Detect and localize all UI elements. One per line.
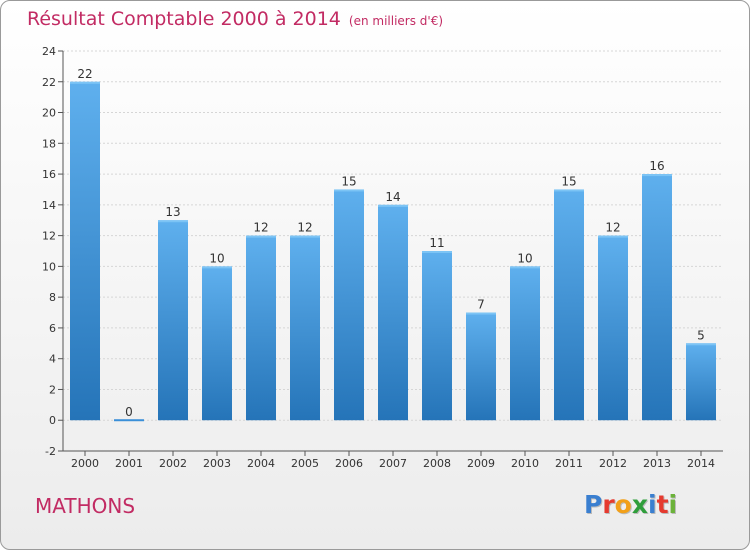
axes: [58, 50, 723, 456]
bar-highlight: [158, 220, 188, 223]
y-tick-label: 0: [49, 414, 56, 427]
bar-highlight: [246, 235, 276, 238]
x-tick-label: 2014: [687, 457, 715, 470]
bar-highlight: [466, 312, 496, 315]
x-tick-label: 2002: [159, 457, 187, 470]
bar: [422, 251, 452, 421]
labels: -202468101214161820222420002220010200213…: [42, 45, 715, 470]
logo-letter: t: [656, 490, 669, 519]
commune-name: MATHONS: [35, 494, 136, 518]
bar: [246, 235, 276, 421]
bar-highlight: [686, 343, 716, 346]
data-label: 12: [253, 221, 268, 235]
logo-letter: r: [602, 490, 615, 519]
chart-title: Résultat Comptable 2000 à 2014 (en millie…: [27, 8, 443, 30]
data-label: 0: [125, 405, 133, 419]
bar-highlight: [422, 251, 452, 253]
logo-letter: i: [648, 490, 657, 519]
bar-highlight: [290, 235, 320, 238]
data-label: 7: [477, 298, 485, 312]
x-tick-label: 2001: [115, 457, 143, 470]
bar: [334, 189, 364, 421]
bar: [686, 343, 716, 421]
y-tick-label: 22: [42, 76, 56, 89]
logo-letter: o: [614, 490, 632, 519]
x-tick-label: 2004: [247, 457, 275, 470]
bars: [70, 81, 716, 422]
bar: [70, 81, 100, 421]
bar: [510, 266, 540, 421]
bar-highlight: [642, 174, 672, 177]
y-tick-label: 20: [42, 107, 56, 120]
bar: [598, 235, 628, 421]
data-label: 13: [165, 205, 180, 219]
bar-highlight: [598, 235, 628, 238]
bar: [642, 174, 672, 421]
y-tick-label: 18: [42, 137, 56, 150]
data-label: 10: [209, 251, 224, 265]
y-tick-label: 24: [42, 45, 56, 58]
x-tick-label: 2005: [291, 457, 319, 470]
y-tick-label: 16: [42, 168, 56, 181]
x-tick-label: 2006: [335, 457, 363, 470]
y-tick-label: 4: [49, 353, 56, 366]
y-tick-label: 12: [42, 230, 56, 243]
bar: [466, 312, 496, 421]
x-tick-label: 2013: [643, 457, 671, 470]
x-tick-label: 2012: [599, 457, 627, 470]
x-tick-label: 2010: [511, 457, 539, 470]
y-tick-label: 8: [49, 291, 56, 304]
bar: [554, 189, 584, 421]
y-tick-label: 14: [42, 199, 56, 212]
bar: [158, 220, 188, 421]
data-label: 22: [77, 67, 92, 81]
proxiti-logo: Proxiti: [584, 490, 677, 519]
x-tick-label: 2003: [203, 457, 231, 470]
data-label: 5: [697, 328, 705, 342]
bar-highlight: [510, 266, 540, 269]
data-label: 12: [297, 221, 312, 235]
bar: [290, 235, 320, 421]
y-tick-label: 6: [49, 322, 56, 335]
bar: [202, 266, 232, 421]
bar: [378, 204, 408, 421]
x-tick-label: 2008: [423, 457, 451, 470]
bar-highlight: [554, 189, 584, 192]
data-label: 10: [517, 251, 532, 265]
chart-title-text: Résultat Comptable 2000 à 2014: [27, 8, 341, 30]
y-tick-label: -2: [45, 445, 56, 458]
bar-highlight: [378, 204, 408, 207]
data-label: 11: [429, 236, 444, 250]
logo-letter: x: [631, 490, 648, 519]
bar: [114, 419, 144, 422]
data-label: 16: [649, 159, 664, 173]
bar-highlight: [202, 266, 232, 269]
data-label: 15: [341, 174, 356, 188]
x-tick-label: 2000: [71, 457, 99, 470]
x-tick-label: 2011: [555, 457, 583, 470]
x-tick-label: 2007: [379, 457, 407, 470]
logo-letter: i: [668, 490, 678, 519]
data-label: 15: [561, 174, 576, 188]
chart-subtitle: (en milliers d'€): [348, 14, 444, 28]
y-tick-label: 2: [49, 383, 56, 396]
data-label: 14: [385, 190, 400, 204]
y-tick-label: 10: [42, 260, 56, 273]
logo-letter: P: [584, 490, 603, 519]
data-label: 12: [605, 221, 620, 235]
bar-highlight: [334, 189, 364, 192]
bar-highlight: [70, 81, 100, 84]
x-tick-label: 2009: [467, 457, 495, 470]
